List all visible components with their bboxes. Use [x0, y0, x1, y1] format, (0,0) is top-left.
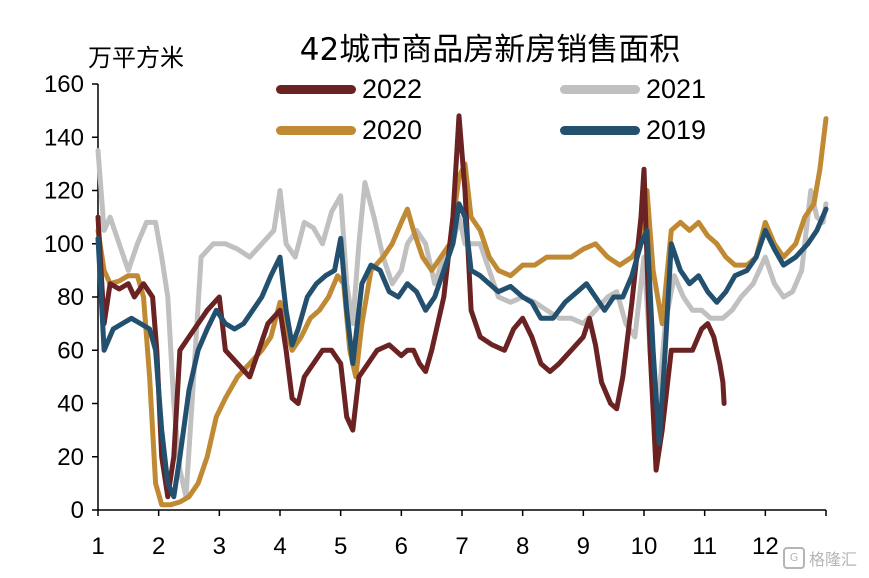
y-tick-label: 20: [57, 444, 84, 471]
x-tick-label: 12: [752, 533, 779, 560]
y-tick-label: 120: [44, 178, 84, 205]
watermark-logo-icon: G: [782, 547, 805, 569]
x-tick-label: 2: [152, 533, 165, 560]
y-axis-ticks: 0 20 40 60 80 100 120 140 160: [44, 71, 98, 524]
x-axis-ticks: 1 2 3 4 5 6 7 8 9 10 11 12: [91, 510, 827, 560]
series-line-2019: [95, 201, 829, 500]
legend-label-2020: 2020: [362, 114, 423, 145]
x-tick-label: 4: [273, 533, 286, 560]
chart-title: 42城市商品房新房销售面积: [299, 32, 681, 68]
y-tick-label: 100: [44, 231, 84, 258]
y-tick-label: 80: [57, 284, 84, 311]
x-tick-label: 10: [631, 533, 658, 560]
x-tick-label: 6: [395, 533, 408, 560]
legend-item-2020: 2020: [276, 115, 422, 145]
x-tick-label: 9: [577, 533, 590, 560]
y-tick-label: 0: [71, 497, 84, 524]
legend-label-2021: 2021: [646, 73, 707, 104]
legend-swatch-2022: [276, 84, 356, 94]
legend-item-2022: 2022: [276, 74, 422, 104]
legend-swatch-2021: [560, 84, 640, 94]
x-tick-label: 3: [213, 533, 226, 560]
legend-label-2019: 2019: [646, 114, 707, 145]
y-axis-label: 万平方米: [88, 44, 184, 72]
legend-swatch-2020: [276, 125, 356, 135]
series-line-2020: [95, 116, 829, 508]
legend-item-2019: 2019: [560, 115, 706, 145]
y-tick-label: 140: [44, 124, 84, 151]
series-line-2022: [95, 113, 727, 500]
chart-series: [95, 113, 829, 508]
legend-swatch-2019: [560, 125, 640, 135]
legend-item-2021: 2021: [560, 74, 706, 104]
watermark: G 格隆汇: [782, 546, 857, 570]
legend-label-2022: 2022: [362, 73, 423, 104]
watermark-text: 格隆汇: [808, 550, 857, 569]
x-tick-label: 1: [91, 533, 104, 560]
x-tick-label: 7: [455, 533, 468, 560]
y-tick-label: 40: [57, 391, 84, 418]
y-tick-label: 60: [57, 337, 84, 364]
y-tick-label: 160: [44, 71, 84, 98]
x-tick-label: 8: [516, 533, 529, 560]
x-tick-label: 5: [334, 533, 347, 560]
x-tick-label: 11: [692, 533, 717, 560]
